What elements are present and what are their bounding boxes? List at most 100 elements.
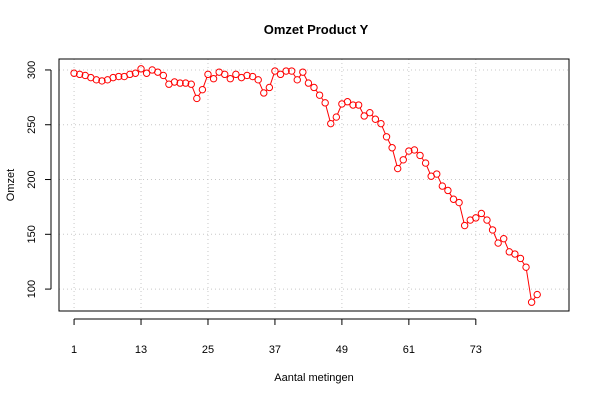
series-segment	[381, 126, 386, 135]
series-segment	[292, 73, 296, 78]
data-point	[243, 71, 251, 80]
x-tick-label: 1	[71, 344, 77, 356]
data-point	[433, 170, 441, 178]
x-tick-label: 13	[135, 344, 147, 356]
series-segment	[315, 89, 319, 93]
data-point	[527, 298, 536, 306]
data-point	[187, 80, 195, 88]
data-point	[349, 101, 357, 109]
y-tick-label: 200	[26, 170, 38, 188]
data-point	[421, 159, 430, 167]
y-tick-label: 150	[26, 225, 38, 243]
data-point	[232, 70, 240, 79]
data-point	[154, 68, 162, 76]
series-segment	[404, 153, 408, 158]
series-segment	[426, 165, 431, 174]
series-segment	[521, 260, 525, 265]
data-series	[70, 65, 541, 306]
data-point	[382, 133, 391, 141]
x-tick-label: 37	[269, 344, 281, 356]
data-point	[115, 72, 123, 81]
series-segment	[203, 77, 208, 87]
data-point	[533, 290, 541, 299]
data-point	[494, 239, 502, 247]
data-point	[293, 76, 301, 84]
x-axis-label: Aantal metingen	[274, 372, 354, 384]
data-point	[159, 71, 168, 80]
data-point	[209, 75, 218, 83]
data-point	[366, 108, 374, 117]
series-segment	[449, 192, 453, 197]
data-point	[254, 76, 262, 84]
data-point	[472, 214, 480, 222]
plot-frame	[58, 58, 570, 312]
data-point	[304, 79, 313, 87]
data-point	[354, 101, 363, 109]
data-point	[360, 112, 368, 120]
data-point	[327, 119, 335, 128]
data-point	[70, 69, 78, 77]
data-point	[500, 234, 508, 243]
data-point	[142, 69, 151, 77]
data-point	[271, 67, 279, 75]
data-point	[221, 70, 229, 79]
series-segment	[421, 157, 425, 161]
data-point	[126, 70, 134, 79]
x-tick-label: 73	[470, 344, 482, 356]
data-point	[371, 115, 380, 123]
data-point	[131, 69, 140, 77]
data-point	[410, 146, 419, 154]
data-point	[226, 75, 235, 83]
data-point	[399, 156, 407, 164]
series-segment	[164, 77, 168, 82]
data-point	[315, 91, 324, 99]
series-segment	[325, 105, 331, 121]
data-point	[75, 70, 84, 79]
data-point	[321, 99, 329, 107]
y-axis: 100 150 200 250 300	[26, 61, 52, 298]
data-point	[137, 65, 145, 73]
series-segment	[392, 150, 398, 166]
series-segment	[398, 162, 402, 167]
series-segment	[359, 107, 364, 114]
series-segment	[337, 106, 342, 115]
data-point	[109, 73, 117, 82]
data-point	[343, 98, 352, 106]
data-point	[444, 186, 452, 195]
chart-title: Omzet Product Y	[264, 22, 369, 37]
series-segment	[258, 82, 263, 91]
data-point	[299, 68, 307, 76]
data-point	[477, 209, 486, 218]
data-point	[438, 182, 447, 190]
data-point	[193, 94, 201, 103]
series-segment	[459, 205, 465, 223]
data-point	[522, 263, 530, 271]
data-point	[265, 83, 274, 92]
series-segment	[526, 270, 532, 300]
data-point	[488, 226, 497, 234]
series-segment	[437, 176, 442, 184]
data-point	[98, 77, 106, 85]
data-point	[181, 79, 190, 87]
series-segment	[387, 139, 392, 146]
series-segment	[269, 73, 275, 85]
series-segment	[533, 296, 536, 300]
y-tick-label: 100	[26, 280, 38, 298]
x-tick-label: 49	[336, 344, 348, 356]
data-point	[455, 198, 463, 207]
data-point	[516, 254, 525, 263]
data-point	[393, 164, 402, 173]
series-segment	[488, 222, 492, 228]
series-segment	[493, 232, 498, 241]
y-tick-label: 250	[26, 116, 38, 134]
series-segment	[504, 241, 509, 250]
series-segment	[303, 74, 308, 81]
data-point	[460, 221, 469, 230]
y-tick-label: 300	[26, 61, 38, 79]
data-point	[170, 78, 179, 86]
data-point	[483, 216, 491, 224]
data-point	[377, 119, 385, 128]
data-point	[204, 70, 212, 79]
data-point	[511, 250, 519, 258]
data-point	[416, 151, 424, 160]
